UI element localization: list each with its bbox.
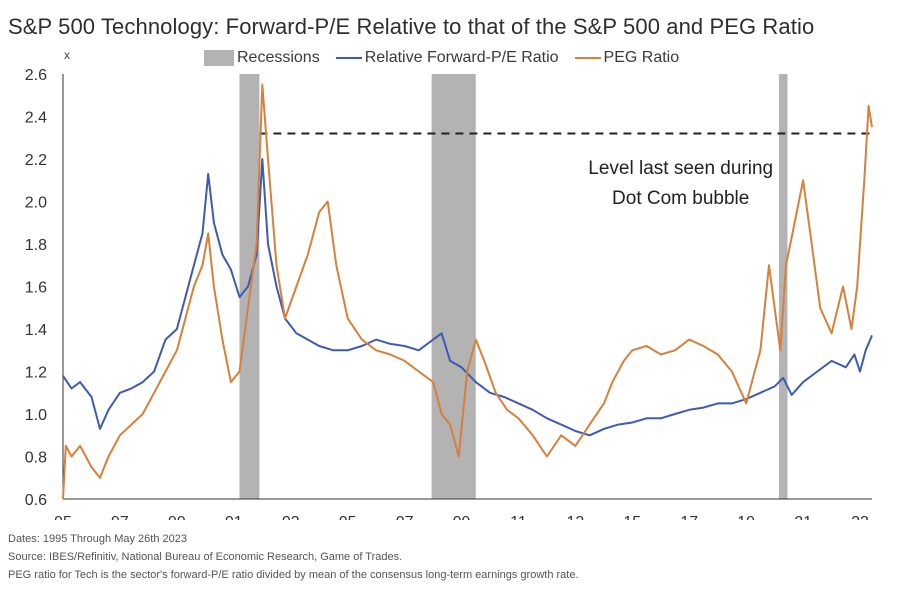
legend-swatch-recessions: [204, 50, 234, 66]
legend-label-recessions: Recessions: [237, 49, 320, 66]
legend-item-relative: Relative Forward-P/E Ratio: [335, 49, 559, 67]
series-line-peg-ratio: [62, 83, 873, 500]
y-tick-label: 1.0: [25, 407, 47, 424]
x-tick-label: 15: [623, 514, 641, 520]
y-tick-label: 2.2: [25, 152, 47, 169]
x-tick-label: 19: [737, 514, 755, 520]
legend-label-relative: Relative Forward-P/E Ratio: [364, 49, 559, 66]
axes: 0.6 0.8 1.0 1.2 1.4 1.6 1.8 2.0 2.2 2.4 2.6 95 97 99 0…: [25, 67, 872, 520]
legend-label-peg: PEG Ratio: [603, 49, 680, 66]
x-tick-label: 11: [510, 514, 527, 520]
y-tick-label: 2.4: [25, 110, 47, 127]
x-tick-label: 99: [168, 514, 186, 520]
legend-item-peg: PEG Ratio: [574, 49, 680, 67]
y-tick-label: 2.0: [25, 195, 47, 212]
annotation-group: Level last seen during Dot Com bubble: [588, 158, 773, 209]
legend-item-recessions: Recessions: [204, 49, 320, 67]
y-axis-label: x: [64, 48, 70, 62]
recession-bands: [239, 74, 788, 499]
x-tick-label: 23: [851, 514, 869, 520]
chart-legend: Recessions Relative Forward-P/E Ratio PE…: [204, 47, 695, 69]
x-tick-label: 09: [453, 514, 471, 520]
annotation-line-2: Dot Com bubble: [612, 188, 749, 209]
x-tick-label: 05: [339, 514, 357, 520]
footer-note: PEG ratio for Tech is the sector's forwa…: [8, 569, 579, 581]
footer-source: Source: IBES/Refinitiv, National Bureau …: [8, 551, 403, 563]
x-tick-label: 07: [396, 514, 414, 520]
x-tick-label: 01: [225, 514, 243, 520]
x-tick-label: 03: [282, 514, 300, 520]
footer-dates: Dates: 1995 Through May 26th 2023: [8, 533, 187, 545]
recession-band-1: [239, 74, 260, 499]
x-tick-label: 21: [794, 514, 812, 520]
legend-swatch-peg: [574, 57, 601, 59]
x-tick-label: 17: [680, 514, 698, 520]
y-tick-label: 1.6: [25, 280, 47, 297]
x-tick-label: 95: [54, 514, 72, 520]
series-lines: [62, 83, 873, 500]
recession-band-3: [778, 74, 788, 499]
x-tick-label: 13: [566, 514, 584, 520]
y-tick-label: 1.8: [25, 237, 47, 254]
chart-title: S&P 500 Technology: Forward-P/E Relative…: [8, 14, 815, 39]
annotation-line-1: Level last seen during: [588, 158, 773, 179]
y-tick-label: 0.8: [25, 450, 47, 467]
x-tick-label: 97: [111, 514, 129, 520]
recession-band-2: [431, 74, 476, 499]
chart-plot-area: 0.6 0.8 1.0 1.2 1.4 1.6 1.8 2.0 2.2 2.4 2.6 95 97 99 0…: [25, 67, 873, 520]
y-tick-label: 2.6: [25, 67, 47, 84]
y-tick-label: 0.6: [25, 492, 47, 509]
y-tick-label: 1.2: [25, 365, 47, 382]
legend-swatch-relative: [335, 57, 362, 59]
y-tick-label: 1.4: [25, 322, 47, 339]
